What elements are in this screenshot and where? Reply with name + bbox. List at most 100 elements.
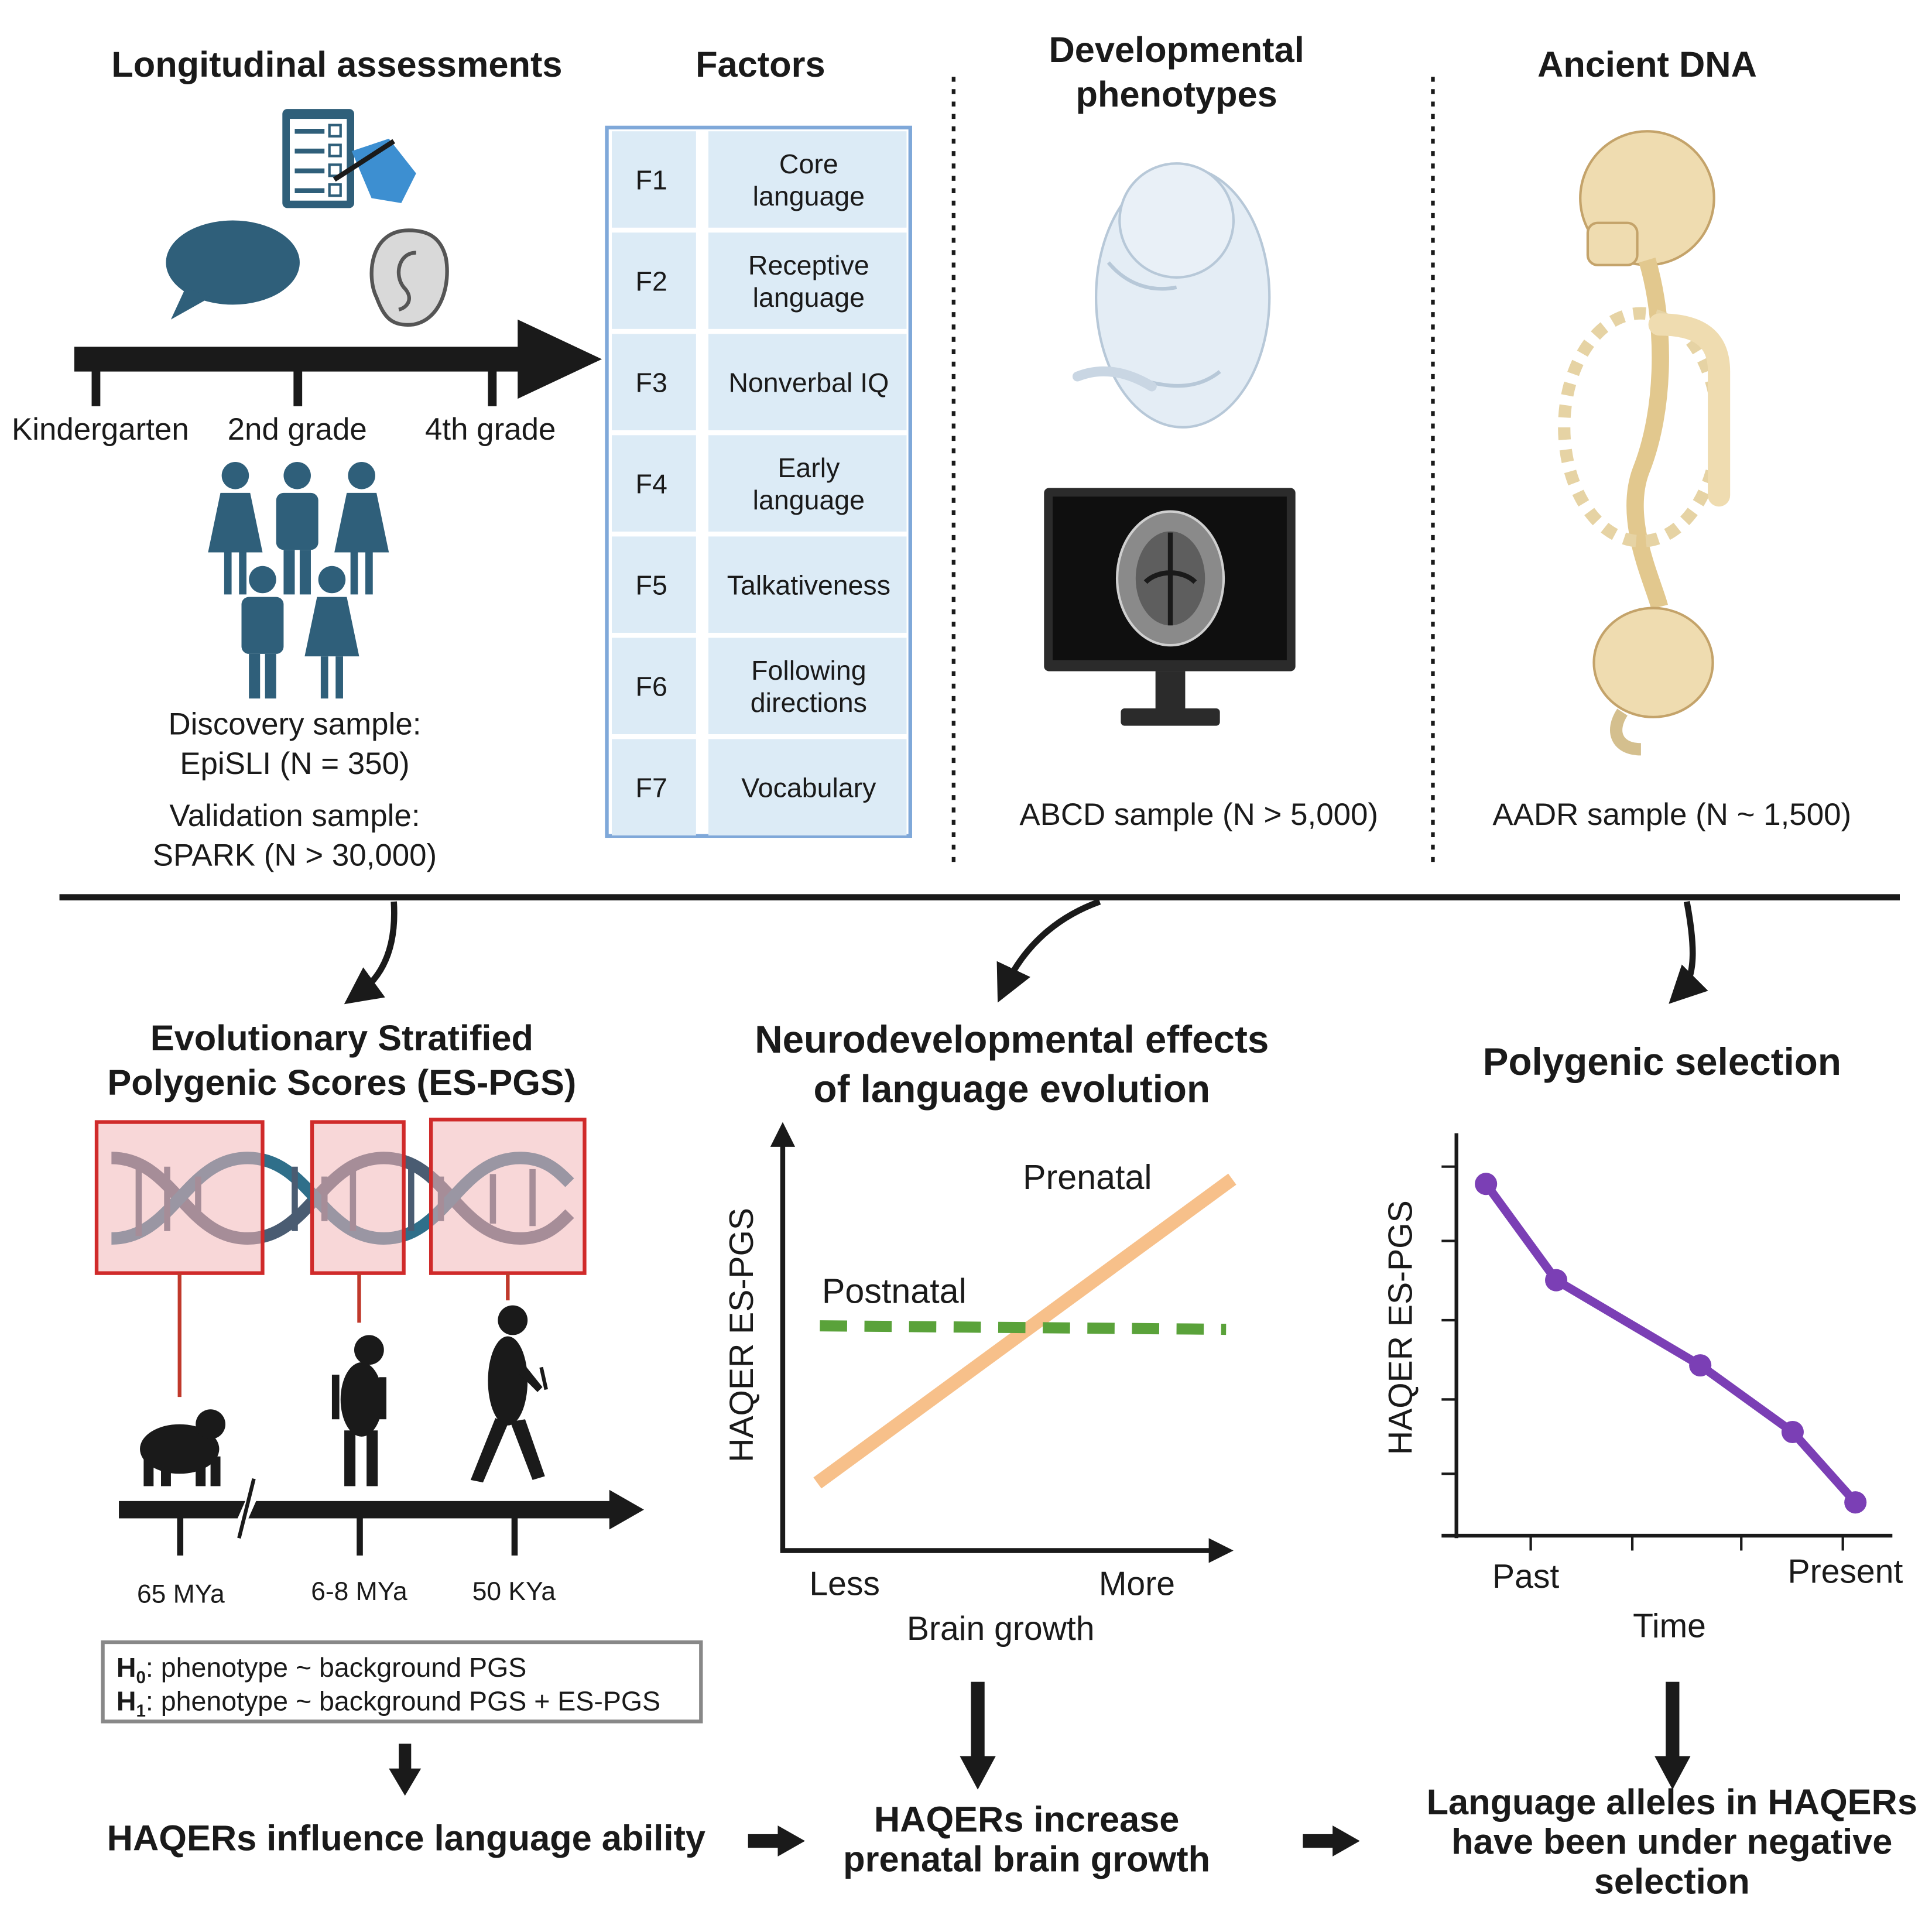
conclusion-selection-line1: Language alleles in HAQERs: [1427, 1782, 1917, 1822]
fetus-icon: [1072, 162, 1271, 429]
factor-label-cell: [708, 638, 907, 734]
skeleton-icon: [1558, 130, 1731, 756]
factor-code: F5: [636, 570, 667, 601]
factor-label-cell: [708, 232, 907, 329]
factor-label: language: [753, 485, 865, 515]
neuro-ylabel: HAQER ES-PGS: [723, 1208, 761, 1462]
factor-row: F7 Vocabulary: [612, 739, 907, 836]
factor-code-cell: [612, 739, 696, 836]
factor-code: F2: [636, 266, 667, 296]
es-pgs-title-line2: Polygenic Scores (ES-PGS): [107, 1062, 576, 1102]
selection-ylabel: HAQER ES-PGS: [1382, 1200, 1420, 1455]
data-point: [1781, 1420, 1804, 1444]
dna-segment-box-65mya: [94, 1120, 265, 1275]
factor-label: language: [753, 282, 865, 313]
factor-row: F5 Talkativeness: [612, 536, 907, 633]
neuro-x-axis-arrowhead: [1208, 1538, 1234, 1563]
discovery-sample-value: EpiSLI (N = 350): [180, 746, 409, 781]
factor-code-cell: [612, 638, 696, 734]
factor-code-cell: [612, 435, 696, 532]
data-point: [1545, 1269, 1568, 1292]
abcd-sample-label: ABCD sample (N > 5,000): [1019, 797, 1378, 832]
developmental-title-line1: Developmental: [1049, 29, 1304, 70]
timeline-break-mark: [237, 1478, 256, 1539]
factor-label-cell: [708, 131, 907, 228]
ancient-dna-title: Ancient DNA: [1537, 44, 1757, 84]
right-arrow-2-shaft: [1303, 1834, 1335, 1848]
primate-silhouette-icon: [140, 1409, 225, 1486]
right-arrow-2-head: [1332, 1825, 1360, 1856]
factor-row: F3 Nonverbal IQ: [612, 334, 907, 430]
hypothesis-h0: H0: phenotype ~ background PGS: [117, 1652, 526, 1687]
factor-label-cell: [708, 739, 907, 836]
neuro-title-line1: Neurodevelopmental effects: [755, 1018, 1269, 1061]
factors-title: Factors: [696, 44, 825, 84]
timeline-label-2nd-grade: 2nd grade: [228, 412, 367, 447]
grade-timeline-arrowhead: [518, 319, 602, 399]
factor-code: F4: [636, 469, 667, 499]
evo-tick-65mya: [177, 1516, 184, 1556]
series-label-postnatal: Postnatal: [822, 1271, 967, 1310]
factor-label: Vocabulary: [741, 773, 876, 803]
evo-tick-label-65mya: 65 MYa: [137, 1580, 225, 1608]
validation-sample-value: SPARK (N > 30,000): [153, 838, 437, 873]
selection-y-ticks: [1441, 1165, 1457, 1475]
speech-bubble-icon: [166, 220, 300, 320]
conclusion-brain-growth-line1: HAQERs increase: [874, 1799, 1180, 1839]
evo-tick-50kya: [511, 1516, 518, 1556]
down-arrow-middle-shaft: [971, 1681, 985, 1762]
horizontal-divider: [59, 894, 1900, 900]
aadr-sample-label: AADR sample (N ~ 1,500): [1492, 797, 1851, 832]
factor-label-cell: [708, 334, 907, 430]
tick-kindergarten: [91, 369, 101, 406]
selection-title: Polygenic selection: [1483, 1040, 1841, 1083]
curved-arrow-left: [344, 901, 398, 1005]
right-arrow-1-head: [777, 1825, 805, 1856]
factor-label: language: [753, 181, 865, 211]
dna-segment-box-6-8mya: [310, 1120, 406, 1275]
factor-label: Talkativeness: [727, 570, 890, 601]
writing-hand-icon: [333, 138, 416, 203]
factor-code: F7: [636, 773, 667, 803]
evo-tick-6-8mya: [357, 1516, 363, 1556]
curved-arrow-middle: [996, 899, 1101, 1003]
factor-code-cell: [612, 131, 696, 228]
conclusion-selection-line3: selection: [1594, 1861, 1750, 1901]
selection-x-ticks: [1529, 1536, 1844, 1551]
data-point: [1689, 1354, 1712, 1377]
es-pgs-title-line1: Evolutionary Stratified: [150, 1018, 533, 1058]
down-arrow-right-shaft: [1666, 1681, 1680, 1762]
factor-label: Following: [751, 655, 866, 686]
longitudinal-title: Longitudinal assessments: [111, 44, 562, 84]
grade-timeline-bar: [74, 347, 520, 372]
factor-code: F6: [636, 672, 667, 702]
selection-xtick-present: Present: [1788, 1553, 1903, 1590]
selection-chart: HAQER ES-PGS Past Present Time: [1382, 1133, 1903, 1645]
tick-4th-grade: [488, 369, 497, 406]
validation-sample-label: Validation sample:: [169, 799, 420, 833]
factor-label: Nonverbal IQ: [728, 368, 889, 398]
tick-2nd-grade: [293, 369, 303, 406]
factor-code-cell: [612, 536, 696, 633]
selection-xlabel: Time: [1633, 1608, 1706, 1645]
factor-code-cell: [612, 232, 696, 329]
data-point: [1844, 1491, 1867, 1514]
factor-label: Core: [779, 149, 838, 179]
human-silhouette-icon: [470, 1305, 548, 1483]
down-arrow-right-head: [1654, 1756, 1691, 1790]
timeline-label-4th-grade: 4th grade: [425, 412, 556, 447]
ear-icon: [369, 228, 449, 327]
factor-code: F3: [636, 368, 667, 398]
timeline-label-kindergarten: Kindergarten: [12, 412, 189, 447]
dna-segment-box-50kya: [429, 1118, 587, 1275]
conclusion-language-ability: HAQERs influence language ability: [107, 1817, 705, 1858]
brain-mri-monitor-icon: [1044, 488, 1296, 726]
factor-label: Early: [777, 453, 840, 483]
down-arrow-left-head: [389, 1768, 422, 1796]
factor-code: F1: [636, 165, 667, 195]
